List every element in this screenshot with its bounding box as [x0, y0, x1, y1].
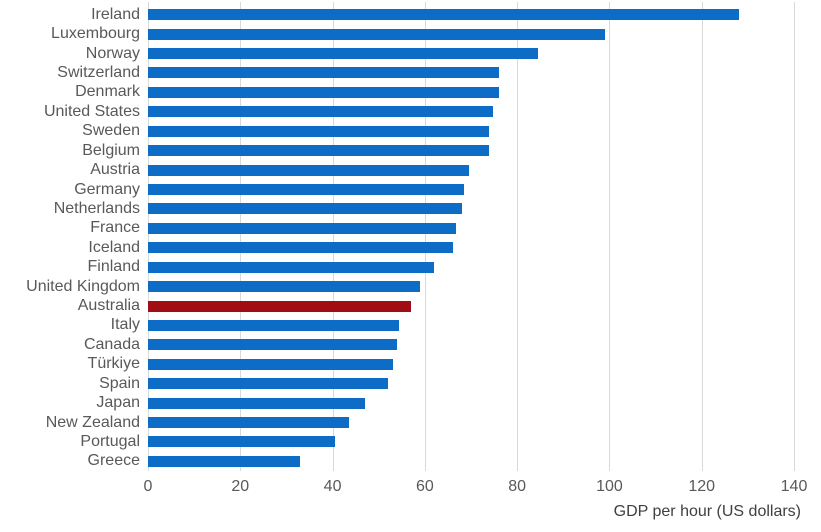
bar-row-switzerland	[148, 63, 794, 82]
plot-area: 0 20 40 60 80 100 120 140 GDP per hour (US doll…	[144, 2, 807, 520]
bar-row-japan	[148, 393, 794, 412]
bar-belgium	[148, 145, 490, 157]
gridline-60	[424, 2, 426, 471]
bar-canada	[148, 339, 398, 351]
x-tick-label-60: 60	[415, 478, 434, 495]
bar-row-denmark	[148, 83, 794, 102]
bar-row-italy	[148, 316, 794, 335]
bar-japan	[148, 397, 365, 409]
bar-row-united-kingdom	[148, 277, 794, 296]
x-tick-label-0: 0	[143, 478, 153, 495]
x-axis-title: GDP per hour (US dollars)	[613, 503, 801, 520]
category-label-austria: Austria	[90, 161, 140, 179]
category-label-new-zealand: New Zealand	[45, 413, 140, 431]
x-tick-label-80: 80	[508, 478, 527, 495]
bar-row-spain	[148, 374, 794, 393]
category-label-iceland: Iceland	[88, 238, 140, 256]
bar-finland	[148, 261, 435, 273]
bar-new-zealand	[148, 417, 349, 429]
bar-row-sweden	[148, 122, 794, 141]
category-label-netherlands: Netherlands	[53, 199, 140, 217]
category-label-norway: Norway	[85, 44, 140, 62]
bar-row-iceland	[148, 238, 794, 257]
bar-row-france	[148, 219, 794, 238]
bar-row-ireland	[148, 5, 794, 24]
bar-row-united-states	[148, 102, 794, 121]
gridlines	[148, 2, 795, 471]
category-label-finland: Finland	[87, 258, 140, 276]
category-label-japan: Japan	[96, 394, 140, 412]
bar-row-portugal	[148, 432, 794, 451]
x-tick-label-120: 120	[688, 478, 716, 495]
category-label-t-rkiye: Türkiye	[87, 355, 140, 373]
category-label-spain: Spain	[99, 374, 140, 392]
category-label-ireland: Ireland	[91, 5, 140, 23]
gridline-80	[517, 2, 519, 471]
category-label-united-kingdom: United Kingdom	[26, 277, 140, 295]
bar-sweden	[148, 125, 490, 137]
category-axis: Ireland Luxembourg Norway Switzerland Denmar…	[0, 5, 140, 471]
bar-row-t-rkiye	[148, 355, 794, 374]
bar-row-australia	[148, 296, 794, 315]
x-axis-ticks: 0 20 40 60 80 100 120 140	[144, 478, 808, 499]
bar-australia	[148, 300, 411, 312]
gridline-20	[240, 2, 242, 471]
x-tick-label-20: 20	[231, 478, 250, 495]
category-label-france: France	[90, 219, 140, 237]
bar-switzerland	[148, 67, 499, 79]
bar-row-belgium	[148, 141, 794, 160]
category-label-australia: Australia	[77, 297, 140, 315]
category-label-italy: Italy	[110, 316, 140, 334]
bar-row-netherlands	[148, 199, 794, 218]
bar-portugal	[148, 436, 335, 448]
bars	[148, 5, 794, 471]
category-label-canada: Canada	[83, 335, 140, 353]
category-label-switzerland: Switzerland	[57, 63, 140, 81]
gridline-0	[148, 2, 149, 471]
bar-iceland	[148, 242, 453, 254]
category-label-belgium: Belgium	[82, 141, 140, 159]
category-label-denmark: Denmark	[75, 83, 140, 101]
bar-row-finland	[148, 257, 794, 276]
x-tick-label-140: 140	[780, 478, 808, 495]
bar-united-kingdom	[148, 281, 421, 293]
x-tick-label-100: 100	[596, 478, 623, 495]
bar-row-new-zealand	[148, 413, 794, 432]
category-label-germany: Germany	[74, 180, 140, 198]
bar-ireland	[148, 9, 739, 21]
gridline-100	[609, 2, 611, 471]
bar-row-austria	[148, 160, 794, 179]
bar-germany	[148, 184, 465, 195]
bar-france	[148, 222, 456, 234]
bar-row-canada	[148, 335, 794, 354]
bar-netherlands	[148, 203, 462, 215]
category-label-united-states: United States	[43, 102, 140, 120]
category-label-portugal: Portugal	[80, 432, 140, 450]
bar-luxembourg	[148, 28, 605, 40]
category-label-luxembourg: Luxembourg	[51, 25, 140, 43]
bar-row-greece	[148, 452, 794, 471]
bar-spain	[148, 378, 388, 390]
x-tick-label-40: 40	[323, 478, 342, 495]
category-label-sweden: Sweden	[82, 122, 140, 140]
gridline-40	[332, 2, 334, 471]
bar-norway	[148, 48, 538, 60]
gridline-140	[794, 2, 795, 471]
gridline-120	[701, 2, 703, 471]
bar-row-germany	[148, 180, 794, 199]
bar-united-states	[148, 106, 494, 118]
bar-greece	[148, 455, 301, 467]
bar-denmark	[148, 86, 499, 98]
bar-austria	[148, 164, 469, 176]
bar-italy	[148, 319, 400, 331]
category-label-greece: Greece	[87, 452, 140, 470]
bar-row-norway	[148, 44, 794, 63]
bar-t-rkiye	[148, 358, 393, 370]
bar-row-luxembourg	[148, 24, 794, 43]
